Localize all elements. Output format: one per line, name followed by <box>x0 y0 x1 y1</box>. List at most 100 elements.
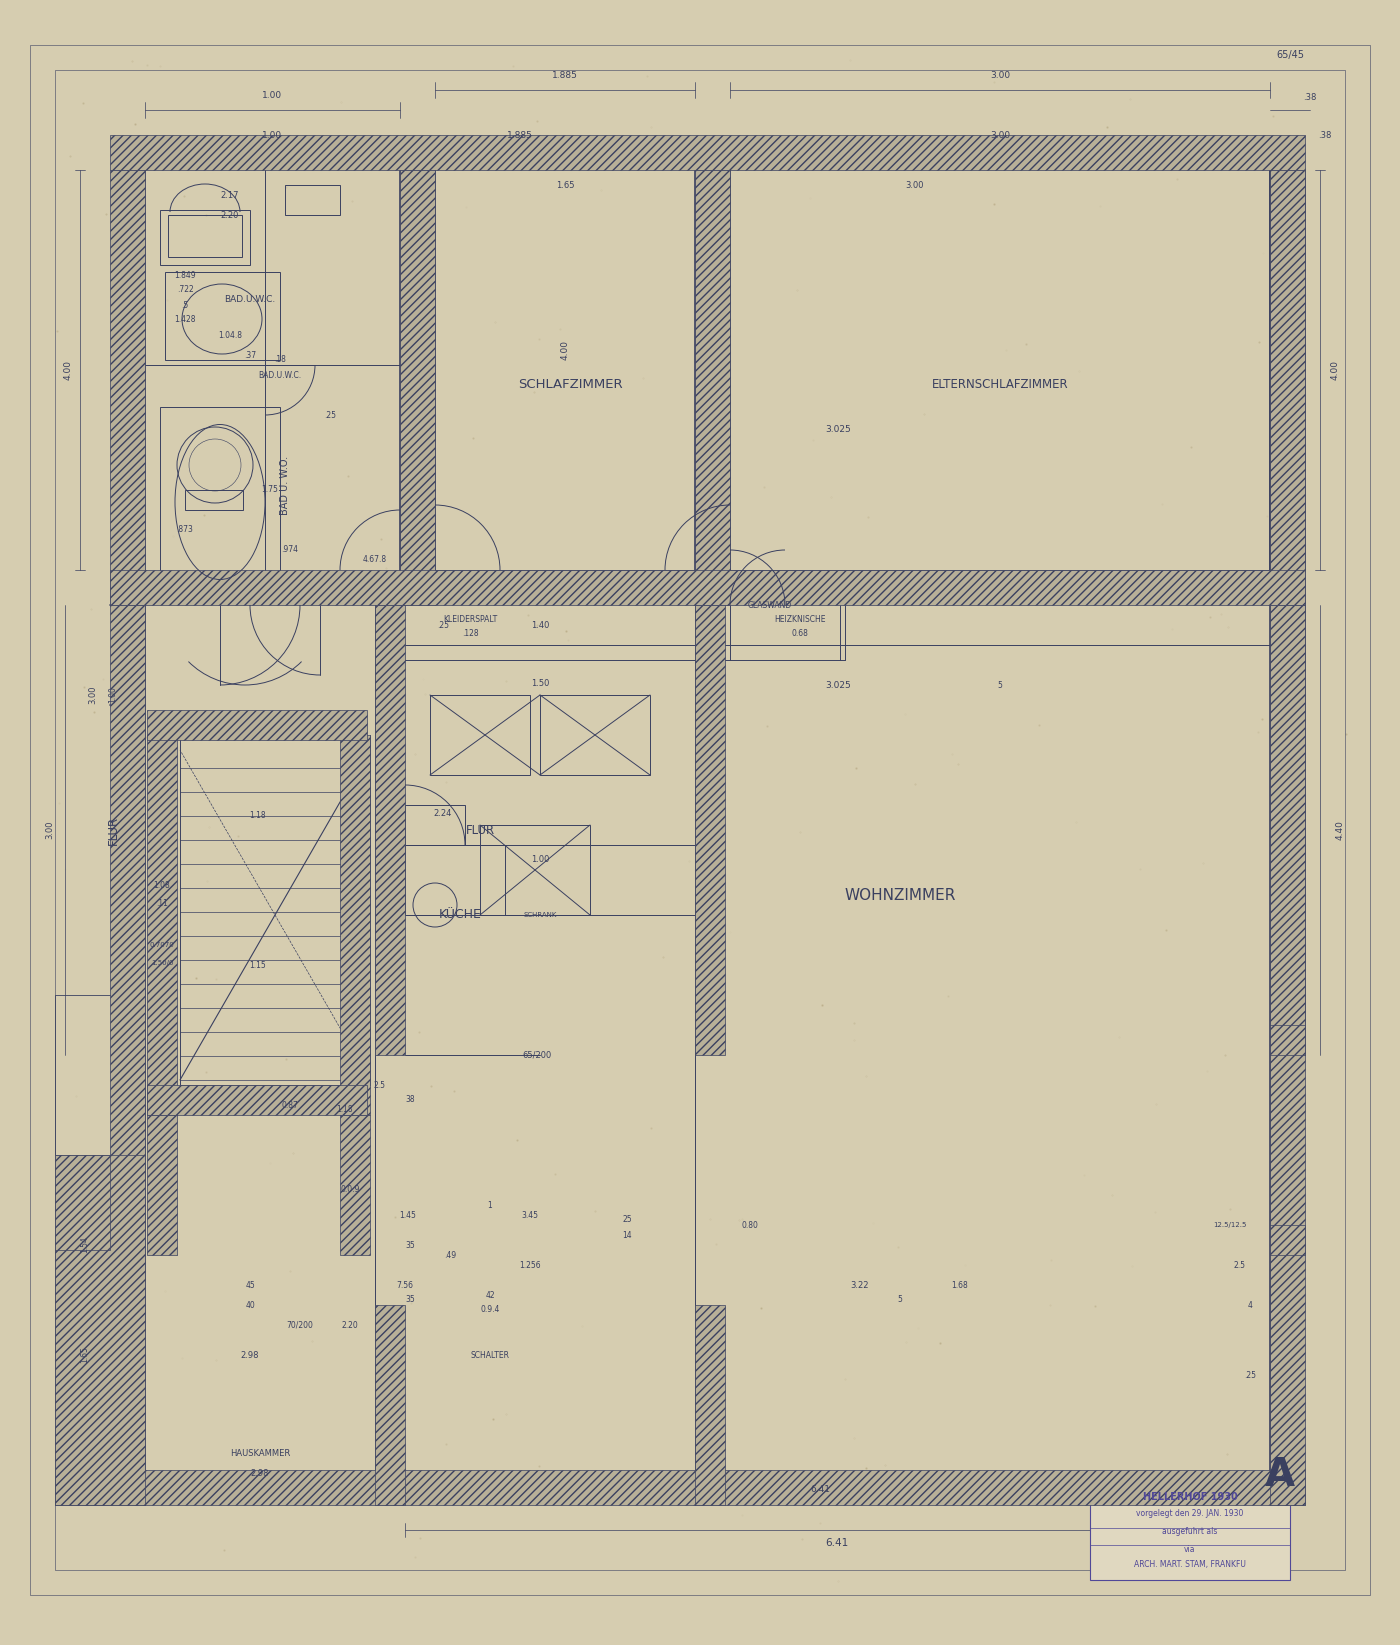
Text: HELLERHOF 1930: HELLERHOF 1930 <box>1142 1492 1238 1502</box>
Text: 1.54: 1.54 <box>81 1237 90 1253</box>
Bar <box>55 1155 146 1505</box>
Text: 12.5/12.5: 12.5/12.5 <box>1214 1222 1246 1229</box>
Text: ausgefuhrt als: ausgefuhrt als <box>1162 1528 1218 1536</box>
Text: 0.87: 0.87 <box>281 1101 298 1109</box>
Text: 1.849: 1.849 <box>174 270 196 280</box>
Text: 1.75: 1.75 <box>262 485 279 495</box>
Text: .128: .128 <box>462 628 479 638</box>
Text: .38: .38 <box>1319 130 1331 140</box>
Text: 35: 35 <box>405 1240 414 1250</box>
Text: 5: 5 <box>897 1296 903 1304</box>
Text: 2.20: 2.20 <box>342 1321 358 1329</box>
Bar <box>405 846 505 915</box>
Text: 2.5: 2.5 <box>374 1081 386 1089</box>
Bar <box>340 1115 370 1255</box>
Text: KLEIDERSPALT: KLEIDERSPALT <box>442 615 497 625</box>
Text: 0.68: 0.68 <box>791 628 808 638</box>
Text: 40: 40 <box>245 1301 255 1309</box>
Bar <box>168 215 242 257</box>
Text: 1.256: 1.256 <box>519 1260 540 1270</box>
Bar <box>55 1160 111 1471</box>
Text: 3.00: 3.00 <box>906 181 924 189</box>
Text: 1.00: 1.00 <box>531 855 549 865</box>
Bar <box>1270 605 1305 1505</box>
Bar <box>286 184 340 215</box>
Text: 6.41: 6.41 <box>826 1538 848 1548</box>
Text: .25: .25 <box>437 620 449 630</box>
Bar <box>480 826 589 915</box>
Text: .974: .974 <box>281 546 298 554</box>
Text: 3.00: 3.00 <box>45 821 55 839</box>
Text: 14: 14 <box>622 1230 631 1239</box>
Text: 3.025: 3.025 <box>825 426 851 434</box>
Text: HEIZKNISCHE: HEIZKNISCHE <box>774 615 826 625</box>
Bar <box>55 995 146 1505</box>
Text: 1.65: 1.65 <box>81 1347 90 1364</box>
Text: SCHALTER: SCHALTER <box>470 1351 510 1359</box>
Text: .38: .38 <box>1303 94 1316 102</box>
Text: 0.80: 0.80 <box>742 1221 759 1229</box>
Bar <box>147 1086 367 1115</box>
Text: 6.41: 6.41 <box>811 1485 830 1495</box>
Text: 2.17: 2.17 <box>221 191 239 199</box>
Text: 35: 35 <box>405 1296 414 1304</box>
Text: via: via <box>1184 1545 1196 1553</box>
Bar <box>405 804 465 846</box>
Text: 0.9.4: 0.9.4 <box>480 1306 500 1314</box>
Text: ARCH. MART. STAM, FRANKFU: ARCH. MART. STAM, FRANKFU <box>1134 1561 1246 1569</box>
Text: .37: .37 <box>244 350 256 360</box>
Text: GLASWAND: GLASWAND <box>748 600 792 610</box>
Text: ELTERNSCHLAFZIMMER: ELTERNSCHLAFZIMMER <box>931 378 1068 392</box>
Text: SCHLAFZIMMER: SCHLAFZIMMER <box>518 378 623 392</box>
Bar <box>160 211 251 265</box>
Text: 65/45: 65/45 <box>1275 49 1303 59</box>
Text: 2.98: 2.98 <box>251 1469 269 1477</box>
Text: .11: .11 <box>155 898 168 908</box>
Text: .49: .49 <box>444 1250 456 1260</box>
Bar <box>165 271 280 360</box>
Text: 4.00: 4.00 <box>1330 360 1340 380</box>
Text: .25: .25 <box>1245 1370 1256 1380</box>
Text: 1.50/0: 1.50/0 <box>151 961 174 966</box>
Bar <box>111 605 146 1505</box>
Bar <box>694 1304 725 1505</box>
Text: 1.04.8: 1.04.8 <box>218 331 242 339</box>
Bar <box>694 605 725 1054</box>
Text: 45: 45 <box>245 1280 255 1290</box>
Text: 0.0.9: 0.0.9 <box>340 1186 360 1194</box>
Text: 7.56: 7.56 <box>396 1280 413 1290</box>
Text: 25: 25 <box>622 1216 631 1224</box>
Bar <box>1270 1025 1305 1054</box>
Text: .873: .873 <box>176 525 193 535</box>
Text: .25: .25 <box>323 411 336 419</box>
Text: BAD U. W.O.: BAD U. W.O. <box>280 456 290 515</box>
Text: 1.00: 1.00 <box>109 686 118 704</box>
Text: 1.428: 1.428 <box>174 316 196 324</box>
Bar <box>160 406 280 597</box>
Bar <box>1270 1226 1305 1255</box>
Text: BAD.U.W.C.: BAD.U.W.C. <box>259 370 301 380</box>
Bar <box>147 1115 176 1255</box>
Bar <box>111 135 1305 169</box>
Text: FLUR: FLUR <box>465 824 494 837</box>
Text: 38: 38 <box>405 1096 414 1104</box>
Text: 2.98: 2.98 <box>241 1351 259 1359</box>
Text: vorgelegt den 29. JAN. 1930: vorgelegt den 29. JAN. 1930 <box>1137 1510 1243 1518</box>
Text: 4.67.8: 4.67.8 <box>363 556 386 564</box>
Text: 1.18: 1.18 <box>249 811 266 819</box>
Text: 42: 42 <box>486 1290 494 1300</box>
Text: HAUSKAMMER: HAUSKAMMER <box>230 1449 290 1457</box>
Text: 5: 5 <box>998 681 1002 689</box>
Text: 65/200: 65/200 <box>522 1051 552 1059</box>
Text: 1.00: 1.00 <box>262 90 281 99</box>
Text: 1: 1 <box>487 1201 493 1209</box>
Text: .18: .18 <box>274 355 286 365</box>
Text: 3.00: 3.00 <box>88 686 98 704</box>
Text: 3.45: 3.45 <box>521 1211 539 1219</box>
Text: 2.20: 2.20 <box>221 211 239 219</box>
Text: 4.00: 4.00 <box>560 341 570 360</box>
Text: 3.025: 3.025 <box>825 681 851 689</box>
Bar <box>185 490 244 510</box>
Text: A: A <box>1266 1456 1295 1494</box>
Bar <box>1270 169 1305 605</box>
